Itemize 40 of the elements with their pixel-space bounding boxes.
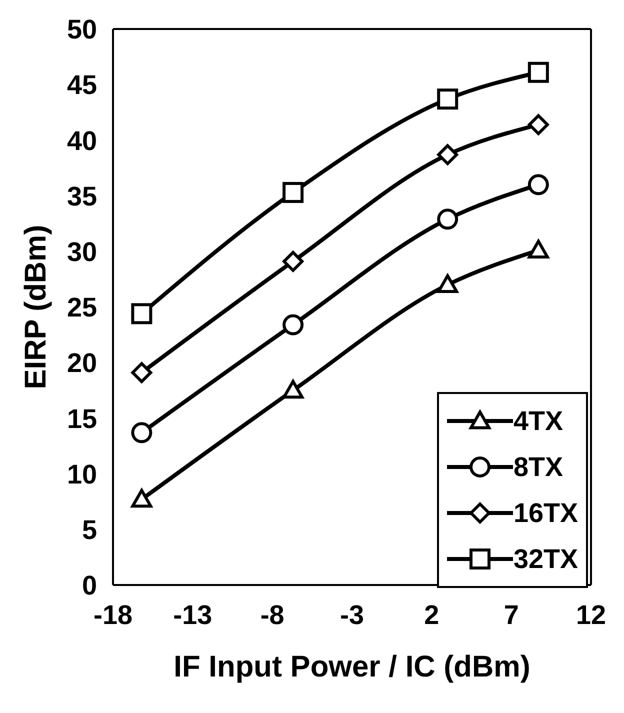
y-tick-label: 5 <box>82 514 97 545</box>
point <box>282 380 304 399</box>
y-tick-label: 25 <box>66 292 97 323</box>
y-tick-label: 10 <box>66 459 97 490</box>
legend-label: 4TX <box>513 406 563 436</box>
point <box>528 240 549 259</box>
point <box>528 174 549 196</box>
x-tick-label: 7 <box>504 600 519 630</box>
point <box>131 362 152 384</box>
y-tick-label: 35 <box>66 181 97 212</box>
point <box>131 303 152 324</box>
y-axis-title: EIRP (dBm) <box>20 224 53 390</box>
legend-label: 8TX <box>513 452 563 482</box>
x-tick-label: -3 <box>340 600 364 630</box>
legend-label: 16TX <box>513 498 578 528</box>
point <box>282 250 304 272</box>
x-tick-label: 12 <box>576 600 606 630</box>
y-tick-label: 50 <box>66 14 97 45</box>
point <box>282 182 304 203</box>
point <box>131 422 152 444</box>
x-axis-title: IF Input Power / IC (dBm) <box>174 650 530 684</box>
y-tick-label: 0 <box>82 570 97 601</box>
y-tick-label: 15 <box>66 404 97 434</box>
y-tick-label: 45 <box>66 70 97 100</box>
point <box>131 488 152 508</box>
point <box>437 88 458 110</box>
point <box>437 274 458 294</box>
x-tick-label: -13 <box>173 600 212 630</box>
point <box>437 144 458 166</box>
y-tick-label: 30 <box>66 236 97 267</box>
y-tick-label: 20 <box>66 348 97 378</box>
y-tick-label: 40 <box>66 126 97 156</box>
point <box>528 62 549 83</box>
legend-label: 32TX <box>513 544 578 574</box>
x-tick-label: -8 <box>260 600 284 630</box>
point <box>528 114 549 136</box>
point <box>437 208 458 230</box>
x-tick-label: 2 <box>424 600 440 630</box>
x-tick-label: -18 <box>93 600 133 630</box>
point <box>282 314 304 336</box>
